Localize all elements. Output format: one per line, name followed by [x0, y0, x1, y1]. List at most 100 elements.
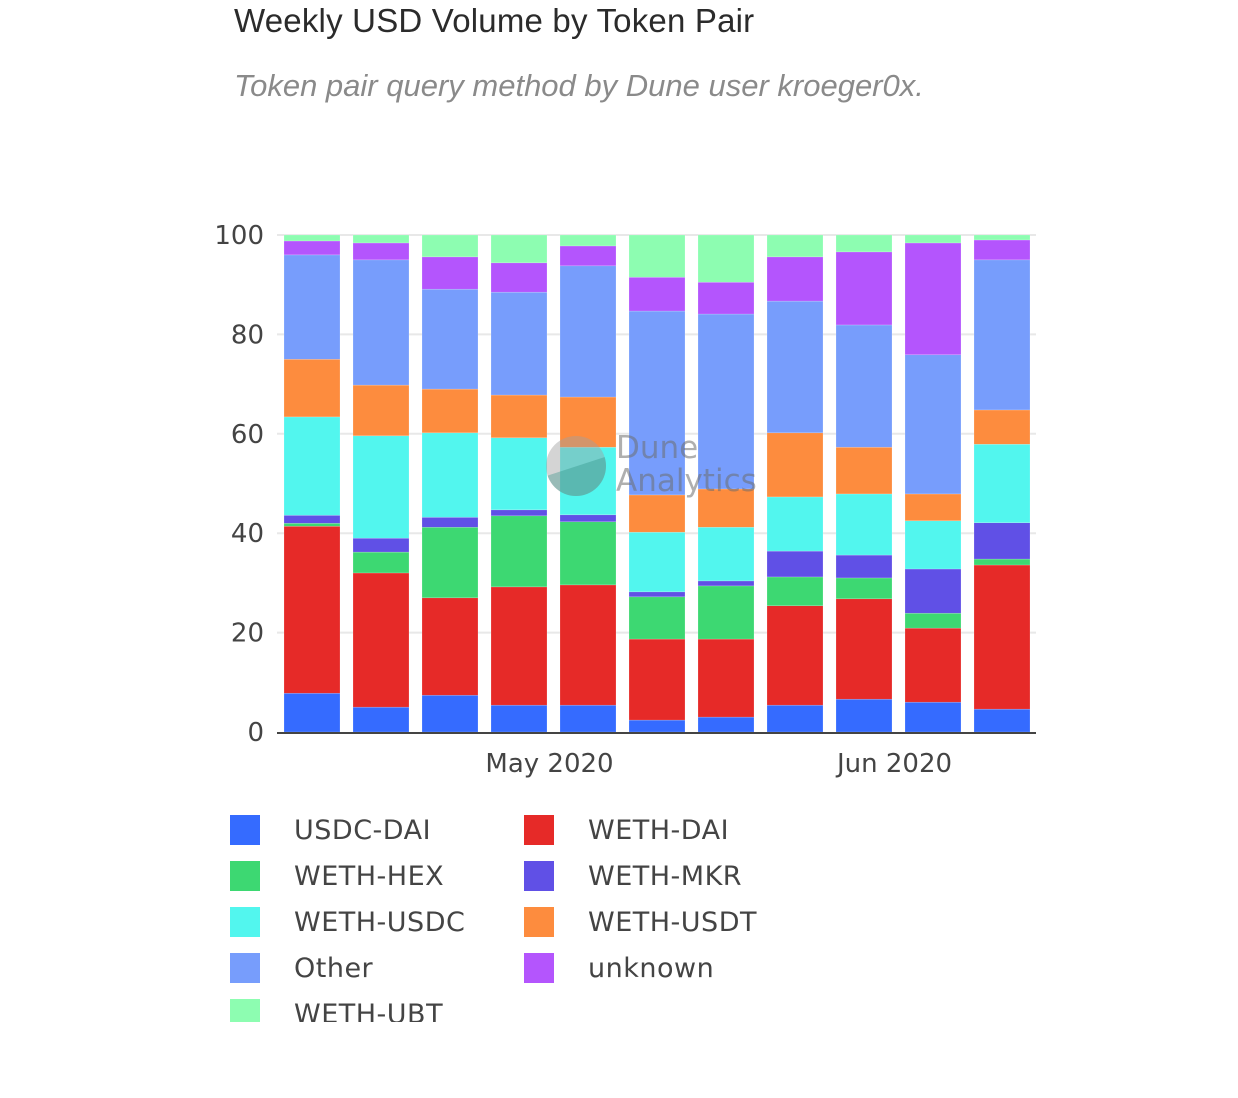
- bar-segment-weth-dai[interactable]: [628, 638, 686, 721]
- bar-segment-unknown[interactable]: [352, 242, 410, 261]
- bar-segment-other[interactable]: [283, 254, 341, 360]
- bar-segment-weth-hex[interactable]: [283, 523, 341, 527]
- legend-item[interactable]: Other: [230, 948, 373, 988]
- bar-segment-unknown[interactable]: [766, 256, 824, 302]
- bar-segment-weth-dai[interactable]: [973, 564, 1031, 710]
- bar-segment-weth-hex[interactable]: [904, 612, 962, 629]
- bar-segment-usdc-dai[interactable]: [904, 701, 962, 733]
- bar-segment-weth-ubt[interactable]: [421, 234, 479, 258]
- bar-segment-weth-ubt[interactable]: [490, 234, 548, 264]
- bar-segment-usdc-dai[interactable]: [628, 719, 686, 733]
- bar-segment-weth-ubt[interactable]: [352, 234, 410, 244]
- bar-segment-weth-usdc[interactable]: [283, 416, 341, 516]
- bar-segment-weth-hex[interactable]: [628, 596, 686, 640]
- bar-segment-unknown[interactable]: [904, 242, 962, 356]
- legend-item[interactable]: unknown: [524, 948, 714, 988]
- bar-segment-weth-mkr[interactable]: [421, 517, 479, 528]
- legend-item[interactable]: WETH-UBT: [230, 994, 443, 1022]
- bar-segment-weth-usdc[interactable]: [973, 443, 1031, 524]
- bar-segment-other[interactable]: [766, 300, 824, 434]
- bar-segment-weth-usdc[interactable]: [697, 526, 755, 582]
- bar-segment-usdc-dai[interactable]: [973, 708, 1031, 733]
- bar-segment-weth-dai[interactable]: [697, 638, 755, 718]
- bar-segment-weth-dai[interactable]: [766, 605, 824, 706]
- bar-segment-weth-usdc[interactable]: [835, 493, 893, 556]
- bar-segment-weth-ubt[interactable]: [628, 234, 686, 278]
- bar-segment-unknown[interactable]: [559, 245, 617, 267]
- bar-segment-other[interactable]: [559, 265, 617, 398]
- bar-segment-usdc-dai[interactable]: [352, 706, 410, 733]
- legend-item[interactable]: WETH-USDT: [524, 902, 757, 942]
- bar-segment-usdc-dai[interactable]: [697, 716, 755, 733]
- bar-segment-other[interactable]: [904, 354, 962, 495]
- bar-segment-weth-ubt[interactable]: [283, 234, 341, 242]
- bar-segment-weth-mkr[interactable]: [628, 591, 686, 598]
- bar-segment-weth-hex[interactable]: [835, 577, 893, 600]
- bar-segment-weth-mkr[interactable]: [904, 568, 962, 614]
- bar-segment-unknown[interactable]: [628, 276, 686, 312]
- bar-segment-weth-usdt[interactable]: [559, 396, 617, 448]
- bar-segment-weth-hex[interactable]: [490, 515, 548, 588]
- bar-segment-weth-usdt[interactable]: [766, 432, 824, 498]
- bar-segment-other[interactable]: [490, 291, 548, 396]
- bar-segment-weth-usdc[interactable]: [628, 531, 686, 593]
- bar-segment-usdc-dai[interactable]: [283, 692, 341, 733]
- legend-item[interactable]: USDC-DAI: [230, 810, 431, 850]
- bar-segment-weth-ubt[interactable]: [835, 234, 893, 253]
- bar-segment-usdc-dai[interactable]: [766, 704, 824, 733]
- bar-segment-other[interactable]: [352, 259, 410, 386]
- bar-segment-weth-usdt[interactable]: [697, 488, 755, 528]
- bar-segment-weth-mkr[interactable]: [766, 550, 824, 578]
- bar-segment-weth-hex[interactable]: [352, 551, 410, 574]
- bar-segment-weth-dai[interactable]: [490, 586, 548, 706]
- bar-segment-other[interactable]: [628, 310, 686, 496]
- bar-segment-weth-usdc[interactable]: [421, 432, 479, 518]
- bar-segment-weth-hex[interactable]: [766, 576, 824, 607]
- bar-segment-weth-mkr[interactable]: [490, 509, 548, 517]
- legend-item[interactable]: WETH-USDC: [230, 902, 465, 942]
- bar-segment-weth-mkr[interactable]: [973, 522, 1031, 560]
- bar-segment-weth-ubt[interactable]: [559, 234, 617, 247]
- bar-segment-weth-usdt[interactable]: [352, 384, 410, 437]
- bar-segment-usdc-dai[interactable]: [490, 704, 548, 733]
- bar-segment-weth-usdt[interactable]: [283, 359, 341, 418]
- bar-segment-weth-dai[interactable]: [283, 525, 341, 694]
- bar-segment-unknown[interactable]: [835, 251, 893, 326]
- bar-segment-weth-dai[interactable]: [352, 572, 410, 708]
- bar-segment-weth-usdt[interactable]: [490, 394, 548, 439]
- bar-segment-weth-mkr[interactable]: [559, 514, 617, 523]
- bar-segment-unknown[interactable]: [973, 239, 1031, 261]
- bar-segment-weth-usdc[interactable]: [766, 496, 824, 552]
- bar-segment-weth-usdt[interactable]: [835, 446, 893, 495]
- legend-item[interactable]: WETH-DAI: [524, 810, 729, 850]
- bar-segment-weth-dai[interactable]: [559, 584, 617, 706]
- bar-segment-weth-usdt[interactable]: [421, 388, 479, 434]
- legend-item[interactable]: WETH-MKR: [524, 856, 742, 896]
- bar-segment-unknown[interactable]: [283, 240, 341, 256]
- bar-segment-weth-hex[interactable]: [697, 585, 755, 640]
- bar-segment-weth-ubt[interactable]: [904, 234, 962, 244]
- bar-segment-weth-usdc[interactable]: [490, 437, 548, 511]
- bar-segment-weth-hex[interactable]: [973, 558, 1031, 566]
- bar-segment-weth-ubt[interactable]: [973, 234, 1031, 241]
- bar-segment-weth-usdt[interactable]: [973, 409, 1031, 445]
- bar-segment-weth-mkr[interactable]: [835, 554, 893, 579]
- bar-segment-weth-usdt[interactable]: [628, 494, 686, 533]
- bar-segment-other[interactable]: [697, 313, 755, 490]
- bar-segment-weth-dai[interactable]: [421, 597, 479, 696]
- bar-segment-usdc-dai[interactable]: [421, 694, 479, 733]
- bar-segment-weth-usdc[interactable]: [352, 435, 410, 539]
- legend-item[interactable]: WETH-HEX: [230, 856, 444, 896]
- bar-segment-usdc-dai[interactable]: [559, 704, 617, 733]
- bar-segment-other[interactable]: [421, 288, 479, 390]
- bar-segment-weth-ubt[interactable]: [697, 234, 755, 283]
- bar-segment-weth-usdc[interactable]: [559, 446, 617, 516]
- bar-segment-weth-dai[interactable]: [835, 598, 893, 700]
- bar-segment-weth-mkr[interactable]: [697, 580, 755, 587]
- bar-segment-weth-dai[interactable]: [904, 627, 962, 703]
- bar-segment-unknown[interactable]: [697, 281, 755, 315]
- bar-segment-other[interactable]: [835, 324, 893, 448]
- bar-segment-unknown[interactable]: [421, 256, 479, 290]
- bar-segment-weth-hex[interactable]: [559, 521, 617, 586]
- bar-segment-weth-mkr[interactable]: [283, 515, 341, 524]
